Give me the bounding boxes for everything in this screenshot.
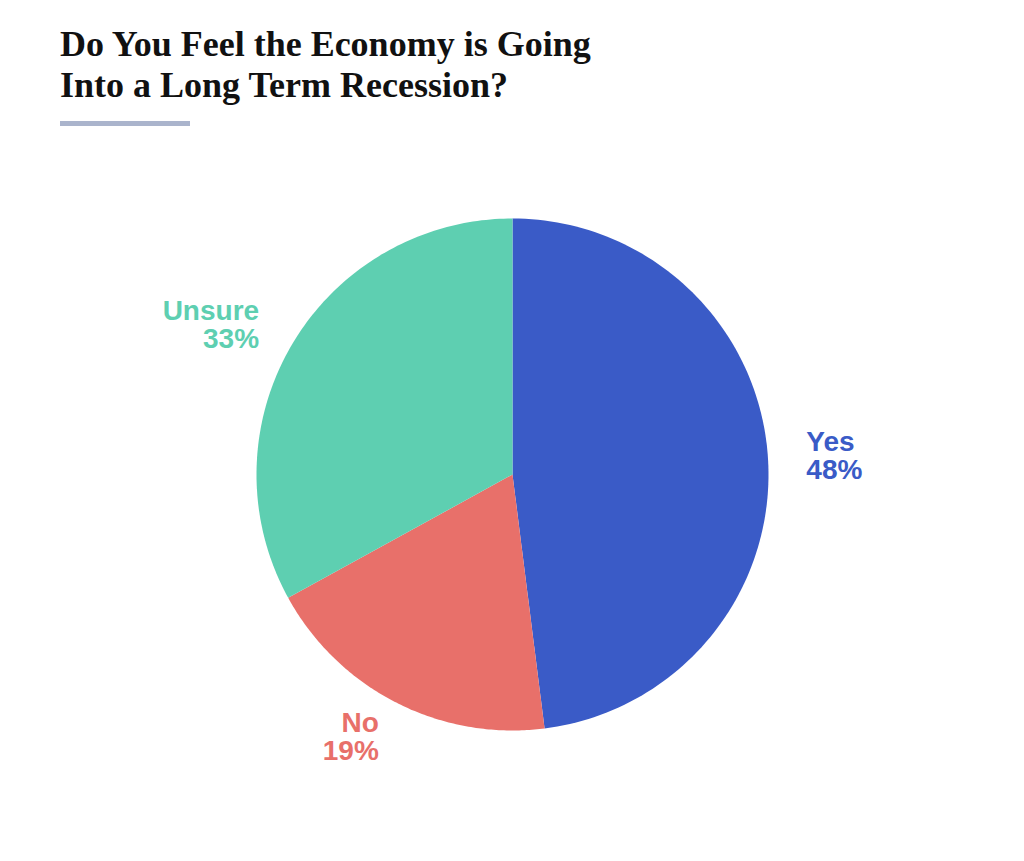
svg-text:Yes48%: Yes48% — [806, 426, 862, 485]
html-text:Do You Feel the Economy is Goi: Do You Feel the Economy is Going Into a … — [60, 24, 591, 106]
svg-text:Unsure33%: Unsure33% — [163, 294, 260, 353]
svg-text:No19%: No19% — [323, 707, 379, 766]
